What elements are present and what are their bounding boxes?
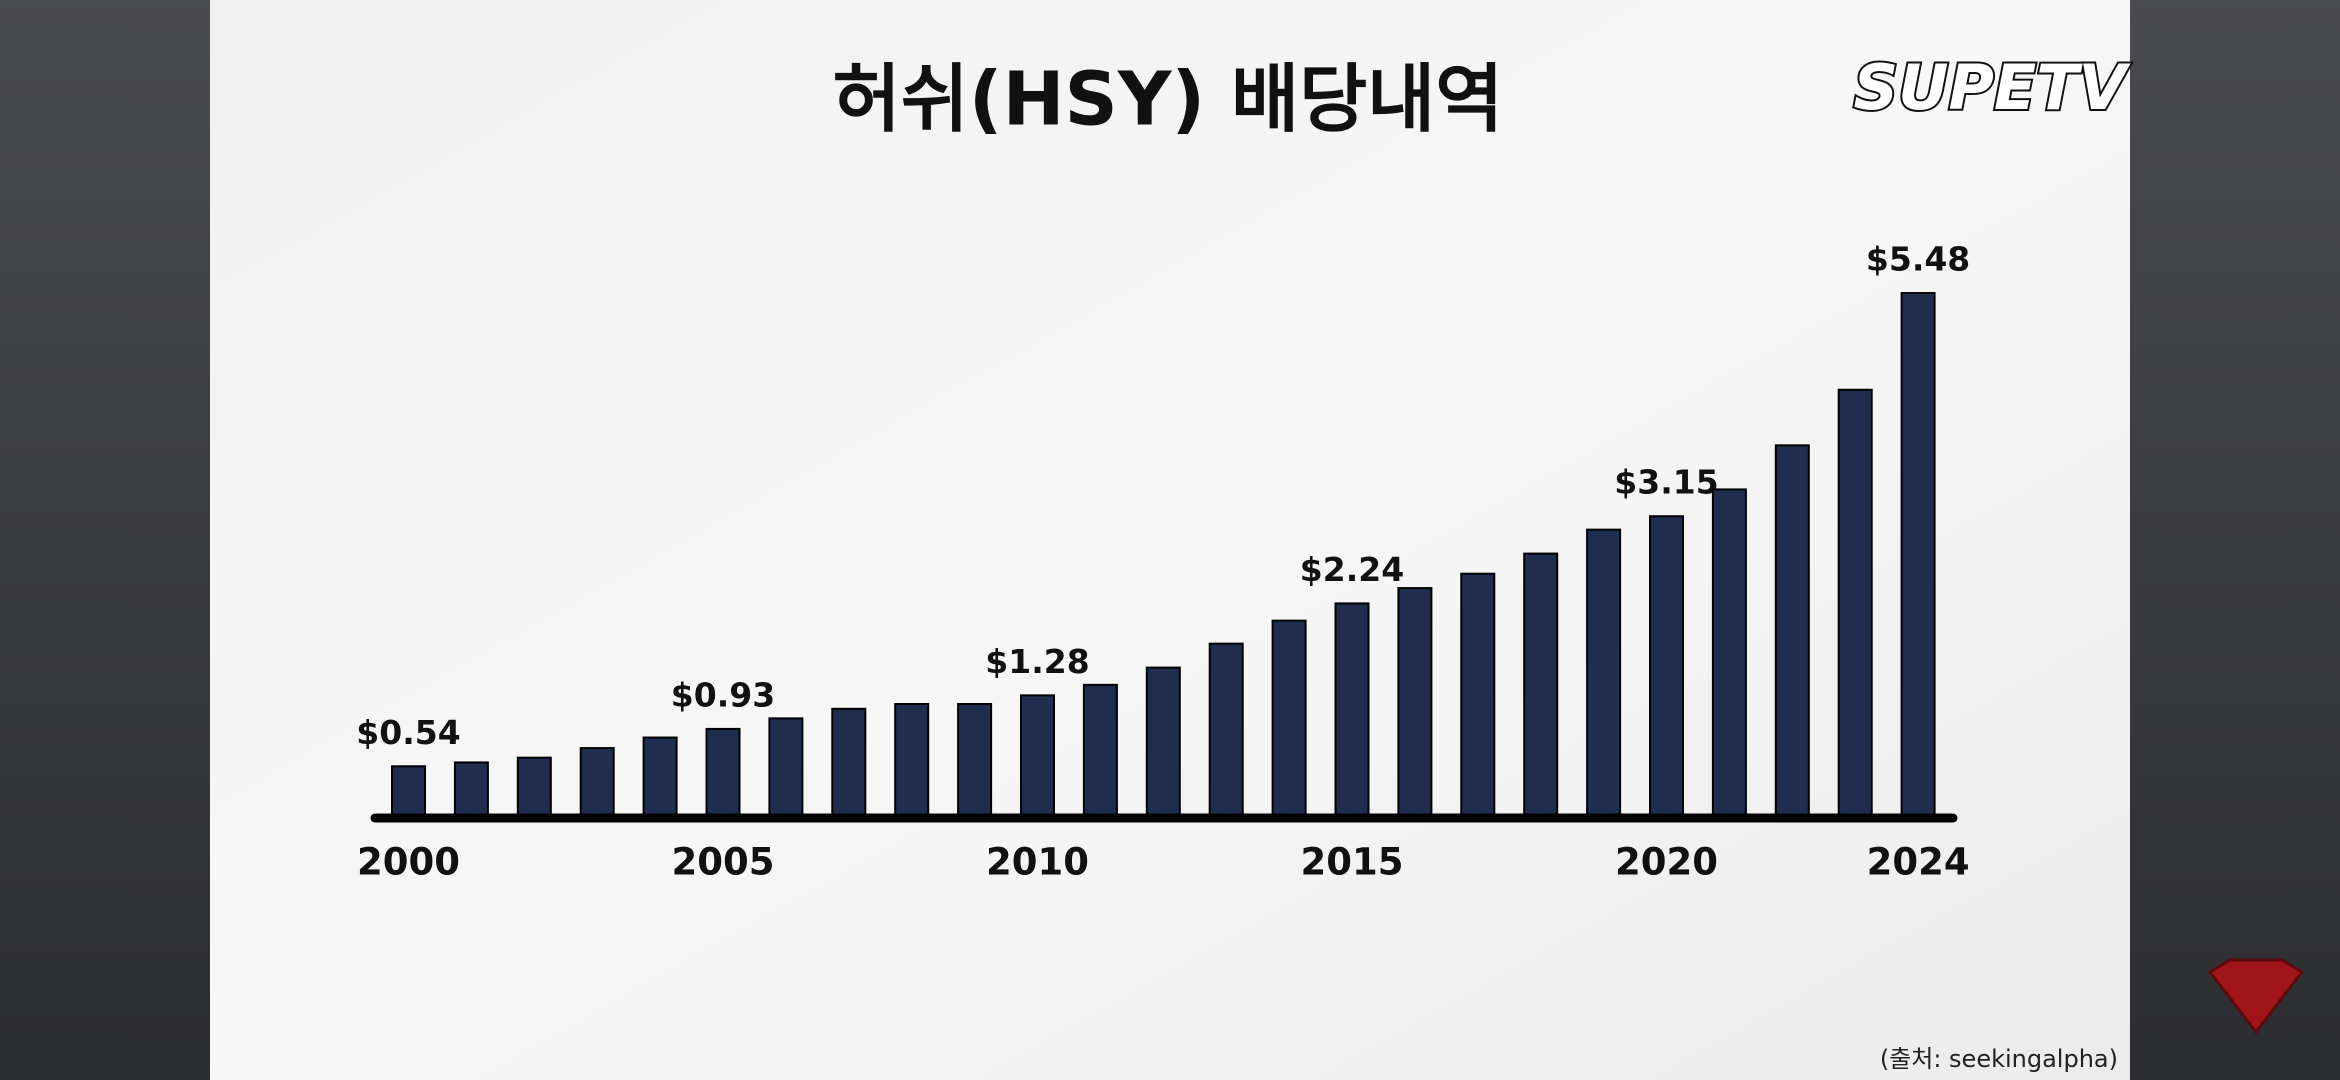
value-label: $5.48 (1866, 240, 1970, 279)
x-tick-label: 2020 (1615, 841, 1718, 884)
bar (957, 702, 993, 819)
bar (516, 756, 552, 819)
bar (831, 707, 867, 820)
bar (1837, 388, 1873, 819)
bar (642, 736, 678, 820)
bar (1460, 572, 1496, 820)
value-label: $2.24 (1300, 550, 1404, 589)
bar (1900, 292, 1936, 819)
bar (768, 717, 804, 819)
chart-title: 허쉬(HSY) 배당내역 (833, 57, 1504, 143)
bar (1271, 619, 1307, 819)
x-tick-label: 2010 (986, 841, 1089, 884)
value-label: $0.54 (356, 713, 460, 752)
bar (1523, 552, 1559, 819)
bar (1334, 602, 1370, 820)
logo: SUPETV (1853, 51, 2131, 124)
bar (391, 765, 426, 820)
bar (1082, 683, 1118, 820)
bar (579, 747, 615, 819)
bar (894, 702, 930, 819)
value-label: $0.93 (671, 675, 775, 714)
bar (1649, 515, 1684, 819)
bar (1586, 528, 1622, 820)
value-label: $3.15 (1614, 463, 1718, 502)
bar (1711, 488, 1747, 819)
bar (1020, 694, 1055, 819)
x-tick-label: 2000 (357, 841, 460, 884)
plot: $0.54 2000 $0.93 2005 $1.28 2010 $2.24 2015 $3.1… (356, 240, 1970, 884)
x-tick-label: 2024 (1867, 841, 1970, 884)
source: (출처: seekingalpha) (1880, 1045, 2118, 1073)
bar (705, 727, 741, 820)
bar (1397, 587, 1433, 820)
bar (1774, 444, 1810, 819)
value-label: $1.28 (985, 642, 1089, 681)
bar (453, 761, 489, 819)
x-tick-label: 2005 (672, 841, 775, 884)
slide (210, 0, 2130, 1080)
bar (1145, 666, 1181, 819)
shield-icon (2207, 958, 2305, 1035)
bar (1208, 642, 1244, 819)
x-tick-label: 2015 (1301, 841, 1404, 884)
